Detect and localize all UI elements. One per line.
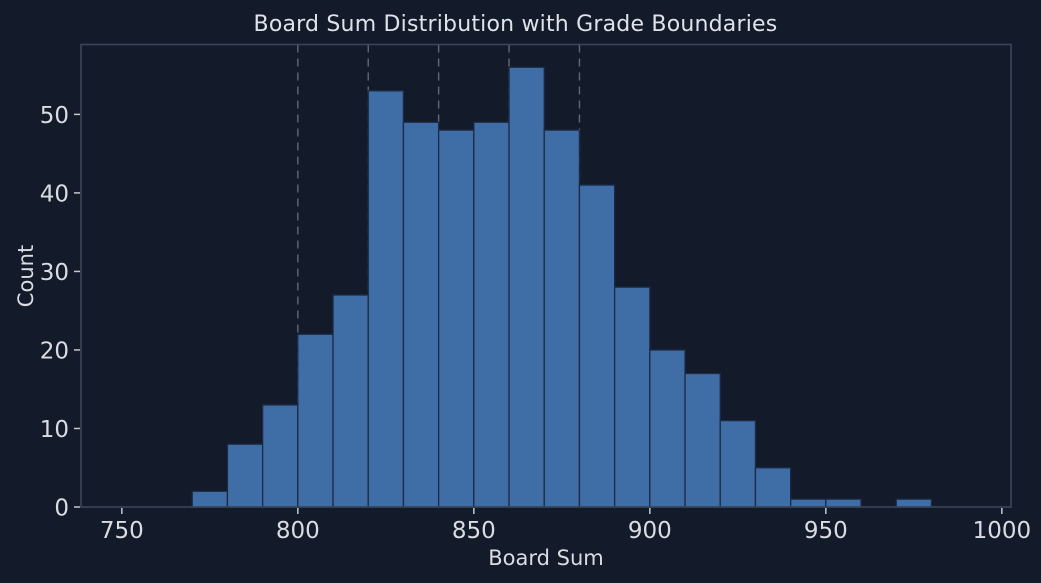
- histogram-bar: [437, 129, 475, 508]
- plot-border: [80, 43, 1012, 508]
- histogram-bar: [402, 121, 440, 508]
- histogram-bar: [754, 467, 792, 508]
- y-tick-label: 20: [40, 338, 69, 364]
- histogram-bar: [895, 498, 933, 508]
- histogram-bar: [191, 490, 229, 508]
- x-tick-label: 850: [452, 518, 496, 544]
- y-tick-label: 10: [40, 417, 69, 443]
- y-axis-ticks: 0 10 20 30 40 50: [40, 103, 80, 522]
- x-axis-ticks: 750 800 850 900 950 1000: [100, 508, 1031, 544]
- histogram-bars: [191, 66, 933, 508]
- histogram-bar: [825, 498, 862, 508]
- x-tick-label: 1000: [973, 518, 1032, 544]
- y-tick-label: 30: [40, 260, 69, 286]
- histogram-bar: [543, 129, 581, 508]
- y-tick-label: 0: [54, 496, 69, 522]
- histogram-bar: [649, 349, 686, 508]
- histogram-bar: [719, 419, 757, 508]
- x-tick-label: 950: [804, 518, 848, 544]
- y-axis-label: Count: [14, 244, 38, 308]
- x-axis-label: Board Sum: [488, 546, 604, 570]
- x-tick-label: 750: [100, 518, 144, 544]
- histogram-bar: [261, 404, 299, 508]
- histogram-bar: [684, 372, 721, 508]
- histogram-bar: [367, 90, 405, 508]
- x-tick-label: 800: [276, 518, 320, 544]
- histogram-bar: [508, 66, 545, 508]
- histogram-bar: [613, 286, 651, 508]
- histogram-bar: [226, 443, 264, 508]
- x-tick-label: 900: [628, 518, 672, 544]
- histogram-bar: [473, 121, 510, 508]
- histogram-bar: [332, 294, 369, 508]
- histogram-bar: [789, 498, 827, 508]
- chart-title: Board Sum Distribution with Grade Bounda…: [253, 12, 778, 37]
- y-tick-label: 40: [40, 181, 69, 207]
- histogram-bar: [297, 333, 334, 508]
- histogram-bar: [578, 184, 616, 508]
- y-tick-label: 50: [40, 103, 69, 129]
